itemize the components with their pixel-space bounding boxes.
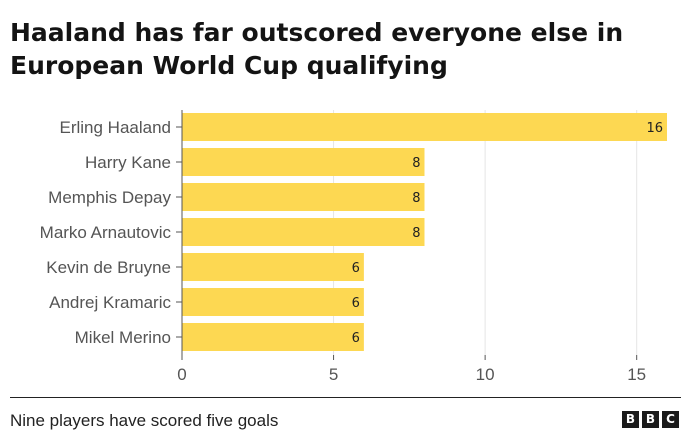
footer-divider [10, 397, 681, 398]
chart-title-line-1: Haaland has far outscored everyone else … [10, 18, 624, 47]
bar-0 [182, 113, 667, 141]
footnote: Nine players have scored five goals [10, 411, 279, 430]
bar-2 [182, 183, 425, 211]
category-label-0: Erling Haaland [59, 118, 171, 137]
category-label-6: Mikel Merino [75, 328, 171, 347]
bar-6 [182, 323, 364, 351]
bbc-logo-b1: B [622, 411, 639, 428]
bar-value-label-0: 16 [646, 121, 663, 136]
x-tick-label-5: 5 [329, 365, 338, 384]
chart-title-line-2: European World Cup qualifying [10, 51, 448, 80]
bar-1 [182, 148, 425, 176]
bar-value-label-1: 8 [412, 156, 420, 171]
bar-value-label-4: 6 [352, 261, 360, 276]
bar-value-label-6: 6 [352, 331, 360, 346]
x-tick-label-15: 15 [627, 365, 646, 384]
category-label-2: Memphis Depay [48, 188, 171, 207]
bar-value-label-5: 6 [352, 296, 360, 311]
bar-5 [182, 288, 364, 316]
x-tick-label-10: 10 [476, 365, 495, 384]
category-label-3: Marko Arnautovic [40, 223, 172, 242]
bar-4 [182, 253, 364, 281]
bbc-logo: B B C [622, 411, 679, 428]
bar-value-label-2: 8 [412, 191, 420, 206]
category-label-4: Kevin de Bruyne [46, 258, 171, 277]
chart-title: Haaland has far outscored everyone else … [10, 16, 680, 82]
bar-chart: 16 Erling Haaland 8 Harry Kane 8 Memphis Depa… [40, 110, 667, 384]
bbc-logo-b2: B [642, 411, 659, 428]
x-tick-label-0: 0 [177, 365, 186, 384]
category-label-1: Harry Kane [85, 153, 171, 172]
bar-3 [182, 218, 425, 246]
category-label-5: Andrej Kramaric [49, 293, 171, 312]
bar-value-label-3: 8 [412, 226, 420, 241]
bbc-logo-c: C [662, 411, 679, 428]
